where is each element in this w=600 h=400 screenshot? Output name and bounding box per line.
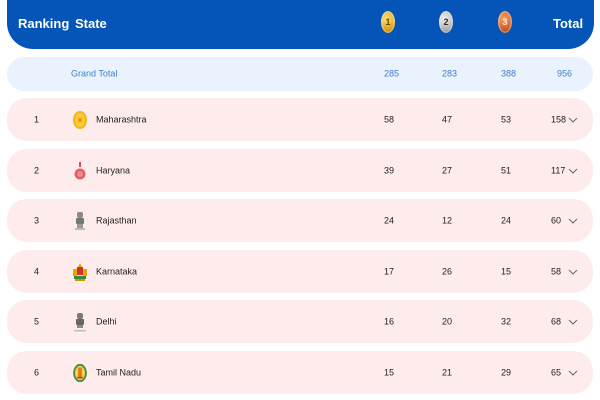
total-count: 68 <box>551 316 562 326</box>
grand-total-bronze: 388 <box>501 68 517 79</box>
total-count: 58 <box>551 266 562 276</box>
total-count: 117 <box>551 165 566 175</box>
gold-count: 58 <box>384 114 395 124</box>
silver-count: 26 <box>442 266 453 276</box>
ranking-column-header: Ranking <box>18 16 70 31</box>
gold-count: 24 <box>384 215 395 225</box>
table-row[interactable]: 4 Karnataka 17 26 15 58 <box>7 250 593 293</box>
table-row[interactable]: 5 Delhi 16 20 32 68 <box>7 300 593 343</box>
rank-cell: 4 <box>34 266 40 276</box>
gold-count: 17 <box>384 266 395 276</box>
total-count: 60 <box>551 215 562 225</box>
rank-cell: 2 <box>34 165 40 175</box>
chevron-down-icon[interactable] <box>568 318 578 326</box>
rank-cell: 3 <box>34 215 40 225</box>
grand-total-gold: 285 <box>384 68 400 79</box>
chevron-down-icon[interactable] <box>568 268 578 276</box>
table-row[interactable]: 6 Tamil Nadu 15 21 29 65 <box>7 351 593 394</box>
table-row[interactable]: 3 Rajasthan 24 12 24 60 <box>7 199 593 242</box>
state-column-header: State <box>75 16 107 31</box>
rank-cell: 6 <box>34 367 40 377</box>
state-name: Rajasthan <box>96 215 137 225</box>
bronze-count: 15 <box>501 266 512 276</box>
grand-total-row: Grand Total 285 283 388 956 <box>7 57 593 91</box>
gold-medal-icon: 1 <box>381 11 395 33</box>
table-row[interactable]: 1 Maharashtra 58 47 53 158 <box>7 98 593 141</box>
state-name: Karnataka <box>96 266 138 276</box>
bronze-count: 51 <box>501 165 512 175</box>
karnataka-emblem-icon <box>73 262 87 281</box>
rajasthan-emblem-icon <box>75 211 85 230</box>
table-header: Ranking State 1 2 3 Total <box>7 0 594 49</box>
chevron-down-icon[interactable] <box>568 217 578 225</box>
state-name: Maharashtra <box>96 114 147 124</box>
rank-cell: 5 <box>34 316 40 326</box>
silver-count: 27 <box>442 165 453 175</box>
bronze-count: 24 <box>501 215 512 225</box>
maharashtra-emblem-icon <box>73 110 87 129</box>
bronze-count: 32 <box>501 316 512 326</box>
total-count: 158 <box>551 114 567 124</box>
state-name: Tamil Nadu <box>96 367 142 377</box>
chevron-down-icon[interactable] <box>568 116 578 124</box>
silver-count: 21 <box>442 367 453 377</box>
silver-count: 20 <box>442 316 453 326</box>
gold-count: 39 <box>384 165 395 175</box>
delhi-emblem-icon <box>74 312 86 331</box>
table-row[interactable]: 2 Haryana 39 27 51 117 <box>7 149 593 192</box>
header-corner-left <box>7 0 67 49</box>
total-column-header: Total <box>553 16 584 31</box>
grand-total-total: 956 <box>557 68 573 79</box>
tamil-nadu-emblem-icon <box>73 363 87 382</box>
silver-count: 12 <box>442 215 453 225</box>
silver-medal-icon: 2 <box>439 11 453 33</box>
state-name: Haryana <box>96 165 131 175</box>
bronze-medal-icon: 3 <box>498 11 512 33</box>
bronze-count: 53 <box>501 114 512 124</box>
gold-count: 16 <box>384 316 395 326</box>
total-count: 65 <box>551 367 562 377</box>
rank-cell: 1 <box>34 114 40 124</box>
chevron-down-icon[interactable] <box>568 167 578 175</box>
haryana-emblem-icon <box>74 161 86 179</box>
grand-total-silver: 283 <box>442 68 458 79</box>
bronze-count: 29 <box>501 367 512 377</box>
header-corner-right <box>534 0 594 49</box>
chevron-down-icon[interactable] <box>568 369 578 377</box>
gold-count: 15 <box>384 367 395 377</box>
grand-total-label: Grand Total <box>71 68 118 79</box>
silver-count: 47 <box>442 114 453 124</box>
state-name: Delhi <box>96 316 117 326</box>
